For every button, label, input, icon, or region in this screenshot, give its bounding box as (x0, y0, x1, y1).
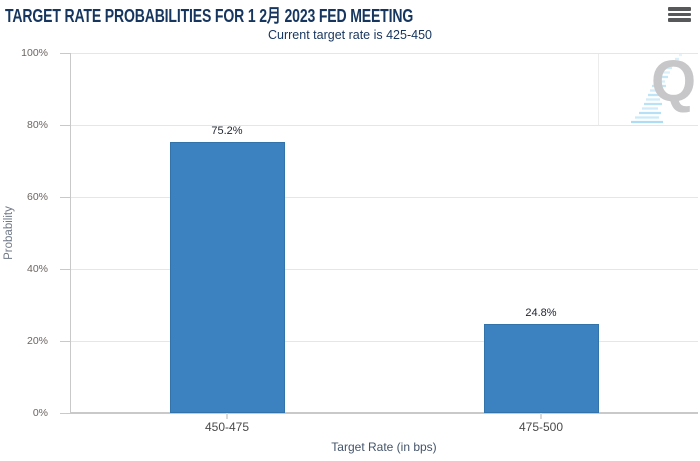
y-tick-label: 60% (26, 191, 48, 203)
y-axis-line (70, 53, 71, 413)
x-tick-label: 475-500 (518, 420, 564, 434)
x-tick-mark (540, 413, 542, 419)
y-tick-label: 40% (26, 263, 48, 275)
y-tick-label: 100% (21, 47, 48, 59)
y-tick-label: 0% (32, 407, 48, 419)
y-tick-mark (60, 413, 70, 414)
gridline (70, 125, 698, 126)
x-axis-line (70, 412, 698, 414)
y-tick-label: 20% (26, 335, 48, 347)
y-axis-title: Probability (3, 206, 15, 260)
bar-value-label: 75.2% (211, 125, 243, 138)
hamburger-icon (668, 12, 691, 16)
bar-value-label: 24.8% (525, 306, 557, 319)
gridline (70, 341, 698, 342)
y-tick-mark (60, 53, 70, 54)
y-tick-mark (60, 341, 70, 342)
y-tick-mark (60, 197, 70, 198)
hamburger-icon (668, 7, 691, 11)
y-tick-mark (60, 125, 70, 126)
y-tick-mark (60, 269, 70, 270)
gridline (70, 269, 698, 270)
chart-subtitle: Current target rate is 425-450 (268, 28, 432, 42)
gridline (70, 53, 698, 54)
x-tick-label: 450-475 (204, 420, 250, 434)
hamburger-menu-button[interactable] (668, 7, 692, 23)
watermark-dashes-icon (631, 53, 682, 124)
quikstrike-watermark: Q (598, 49, 700, 125)
bar[interactable] (169, 142, 285, 413)
chart-title: TARGET RATE PROBABILITIES FOR 1 2月 2023 … (5, 6, 414, 26)
watermark-q-letter: Q (651, 49, 697, 114)
x-tick-mark (226, 413, 228, 419)
hamburger-icon (668, 18, 691, 22)
gridline (70, 197, 698, 198)
x-axis-title: Target Rate (in bps) (331, 440, 437, 454)
y-tick-label: 80% (26, 119, 48, 131)
bar[interactable] (483, 323, 599, 413)
